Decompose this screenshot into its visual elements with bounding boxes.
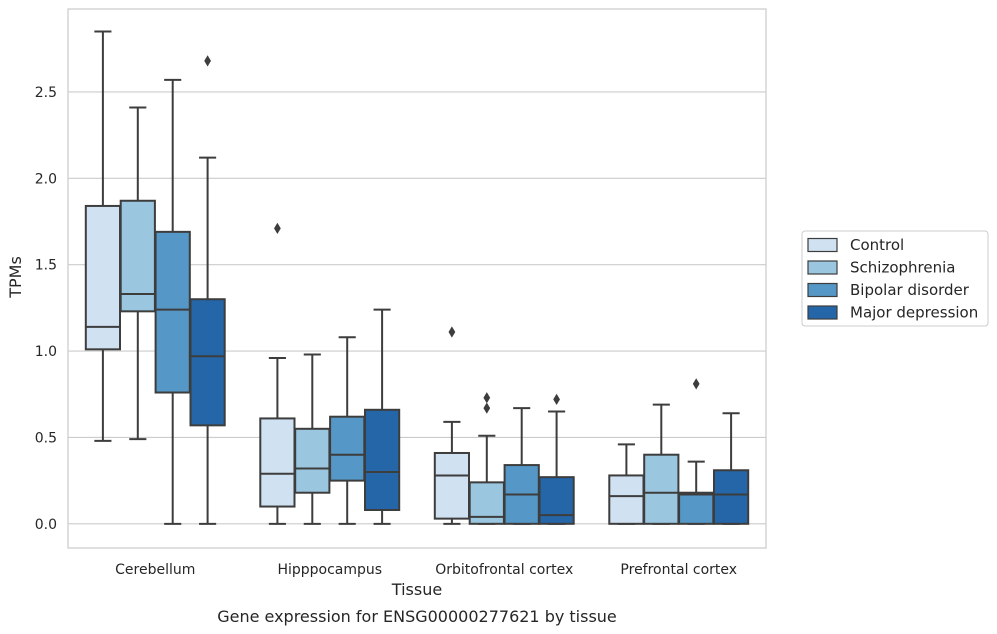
box: [363, 308, 401, 525]
x-tick-labels: Cerebellum Hipppocampus Orbitofrontal cort…: [115, 562, 737, 578]
legend-entry-label: Bipolar disorder: [850, 281, 970, 299]
box: [608, 443, 645, 525]
legend-entry-label: Schizophrenia: [850, 259, 955, 277]
chart-caption: Gene expression for ENSG00000277621 by t…: [217, 607, 617, 626]
plot-area-frame: [67, 8, 767, 549]
y-axis-label: TPMs: [6, 256, 25, 299]
box: [329, 336, 366, 525]
box: [154, 78, 191, 525]
y-tick-label: 2.0: [35, 171, 57, 187]
legend-frame: [801, 230, 989, 327]
box: [119, 106, 156, 441]
y-tick-label: 1.0: [35, 344, 57, 360]
x-tick-label: Prefrontal cortex: [620, 562, 737, 578]
box-rect: [259, 417, 296, 508]
legend-swatch: [807, 260, 838, 275]
box-series-schizophrenia: [119, 106, 680, 525]
y-tick-label: 1.5: [35, 258, 57, 274]
outlier-point: [483, 392, 491, 404]
box: [538, 393, 575, 525]
box-rect: [608, 474, 645, 525]
box-rect: [643, 453, 680, 525]
box: [678, 378, 715, 525]
legend-swatch: [807, 305, 838, 320]
outlier-point: [483, 402, 491, 414]
outlier-point: [448, 326, 456, 338]
box-rect: [329, 415, 366, 482]
outlier-point: [204, 55, 211, 67]
x-tick-label: Orbitofrontal cortex: [435, 562, 573, 578]
legend-entry-label: Control: [850, 236, 904, 254]
box-series-major-depression: [189, 55, 750, 525]
x-tick-label: Cerebellum: [115, 562, 195, 578]
outlier-point: [274, 222, 281, 235]
y-tick-label: 2.5: [35, 85, 57, 101]
outlier-point: [553, 393, 560, 406]
box-rect: [712, 469, 750, 525]
box-rect: [363, 408, 401, 511]
box: [189, 55, 226, 525]
box: [294, 353, 331, 525]
box: [259, 222, 296, 525]
box-rect: [433, 451, 471, 520]
legend-entry-label: Major depression: [850, 304, 978, 322]
box-rect: [294, 427, 331, 494]
box-series-group: [84, 30, 750, 525]
box-rect: [678, 491, 715, 525]
box: [503, 407, 540, 525]
y-tick-labels: 0.0 0.5 1.0 1.5 2.0 2.5: [35, 85, 57, 533]
box: [643, 403, 680, 525]
box: [712, 412, 750, 525]
box-rect: [538, 476, 575, 525]
x-tick-label: Hipppocampus: [277, 562, 382, 578]
x-axis-label: Tissue: [391, 580, 442, 599]
box-rect: [84, 204, 122, 351]
box: [84, 30, 122, 442]
legend-swatch: [807, 237, 838, 253]
legend-swatch: [807, 282, 838, 298]
legend: Control Schizophrenia Bipolar disorder Majo…: [801, 230, 989, 327]
box-rect: [119, 199, 156, 313]
outlier-point: [692, 378, 700, 390]
y-tick-label: 0.0: [35, 517, 57, 533]
y-tick-label: 0.5: [35, 430, 57, 446]
box-rect: [189, 298, 226, 427]
box-rect: [154, 230, 191, 394]
box: [433, 326, 471, 525]
box: [468, 392, 505, 525]
box-series-control: [84, 30, 645, 525]
